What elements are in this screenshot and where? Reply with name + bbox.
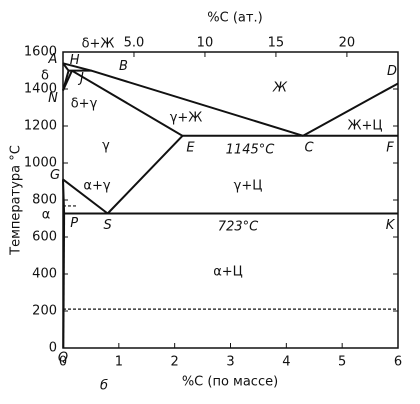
point-label: C [305,140,315,155]
x2-tick-label: 10 [197,36,214,51]
y-tick-label: 1400 [24,82,57,97]
point-label: G [50,168,60,183]
phase-boundary [106,135,184,215]
y-axis-label: Температура °C [9,145,24,256]
plot-frame [62,51,399,349]
x-tick-label: 3 [226,355,234,370]
point-label: D [387,64,397,79]
x-tick-label: 2 [171,355,179,370]
y-tick-label: 400 [32,267,57,282]
region-label: γ [102,139,110,154]
point-label: F [386,140,394,155]
point-label: N [48,91,58,106]
x-tick-label: 4 [282,355,290,370]
region-label: δ [41,69,49,84]
region-label: δ+Ж [82,37,115,52]
y-tick-label: 1200 [24,119,57,134]
point-label: E [186,140,195,155]
region-label: Ж+Ц [348,119,383,134]
region-label: α [42,208,51,223]
point-label: S [104,218,112,233]
x-tick-label: 1 [115,355,123,370]
point-label: P [70,216,78,231]
y-tick-label: 200 [32,304,57,319]
annotation: 723°C [218,220,259,235]
point-label: J [77,71,84,86]
point-label: B [119,59,128,74]
phase-boundary [62,179,66,214]
region-label: γ+Ц [234,179,263,194]
phase-boundary [62,213,66,349]
phase-boundary [62,70,73,91]
point-label: K [386,218,396,233]
y-tick-label: 0 [49,341,57,356]
region-label: δ+γ [71,97,98,112]
y-tick-label: 600 [32,230,57,245]
phase-boundary [62,178,109,215]
x2-tick-label: 15 [268,36,285,51]
phase-boundary [302,82,399,137]
point-label: A [48,52,58,67]
region-label: Ж [272,81,288,96]
x2-tick-label: 20 [339,36,356,51]
y-tick-label: 1000 [24,156,57,171]
point-label: Q [58,351,68,366]
phase-boundary [62,62,70,72]
phase-boundary [71,69,183,137]
x-tick-label: 5 [338,355,346,370]
region-label: α+Ц [213,265,243,280]
x-axis-label: %C (по массе) [182,375,278,390]
y-tick-label: 1600 [24,45,57,60]
x-tick-label: 0 [59,355,67,370]
x2-axis-label: %C (ат.) [207,11,262,26]
x2-tick-label: 5.0 [124,36,145,51]
x-tick-label: 6 [394,355,402,370]
annotation: 1145°C [226,143,276,158]
y-tick-label: 800 [32,193,57,208]
point-label: H [70,53,80,68]
region-label: α+γ [83,179,110,194]
region-label: γ+Ж [170,111,203,126]
caption: б [100,379,108,394]
